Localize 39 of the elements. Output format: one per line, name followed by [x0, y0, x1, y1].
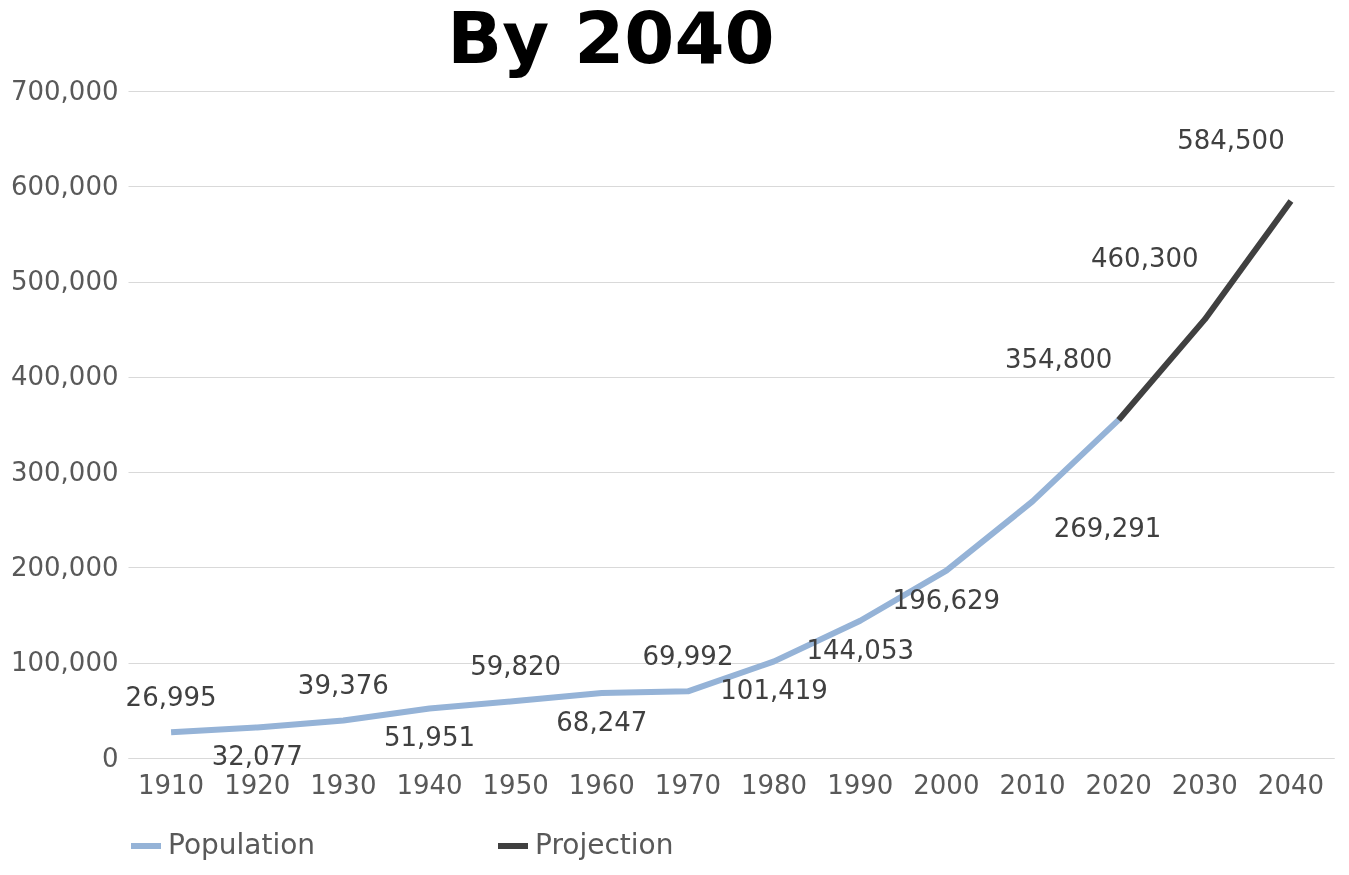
y-tick-label: 0 [101, 742, 119, 773]
legend-label: Projection [535, 828, 674, 861]
x-tick-label: 2030 [1171, 769, 1238, 800]
x-tick-label: 1980 [740, 769, 808, 800]
data-label: 101,419 [720, 675, 828, 706]
x-tick-label: 1940 [396, 769, 463, 800]
y-tick-label: 700,000 [10, 75, 119, 106]
data-label: 26,995 [125, 682, 217, 713]
x-tick-label: 2010 [999, 769, 1066, 800]
y-tick-label: 300,000 [10, 456, 119, 487]
x-tick-label: 1970 [654, 769, 722, 800]
x-tick-label: 2040 [1257, 769, 1325, 800]
x-tick-label: 2020 [1085, 769, 1152, 800]
y-tick-label: 400,000 [10, 361, 119, 392]
data-label: 59,820 [470, 651, 562, 681]
data-label: 584,500 [1177, 125, 1285, 156]
chart-title: By 2040 [447, 0, 775, 80]
x-tick-label: 1960 [568, 769, 635, 800]
x-tick-label: 2000 [913, 769, 980, 800]
y-tick-label: 200,000 [10, 551, 119, 582]
x-tick-label: 1950 [482, 769, 549, 800]
x-tick-label: 1930 [310, 769, 377, 800]
data-label: 39,376 [297, 670, 389, 701]
x-tick-label: 1920 [224, 769, 291, 800]
y-tick-label: 600,000 [10, 170, 119, 201]
y-tick-label: 500,000 [10, 266, 119, 297]
data-label: 144,053 [806, 634, 914, 665]
data-label: 196,629 [892, 584, 1001, 615]
x-tick-label: 1910 [137, 769, 205, 800]
data-label: 269,291 [1053, 513, 1162, 544]
data-label: 68,247 [556, 706, 648, 737]
data-label: 51,951 [384, 722, 475, 753]
legend-label: Population [168, 828, 316, 861]
data-label: 354,800 [1004, 343, 1113, 374]
x-tick-label: 1990 [827, 769, 894, 800]
data-label: 32,077 [211, 741, 303, 772]
y-tick-label: 100,000 [10, 647, 119, 678]
data-label: 69,992 [642, 641, 734, 672]
data-label: 460,300 [1091, 243, 1199, 274]
